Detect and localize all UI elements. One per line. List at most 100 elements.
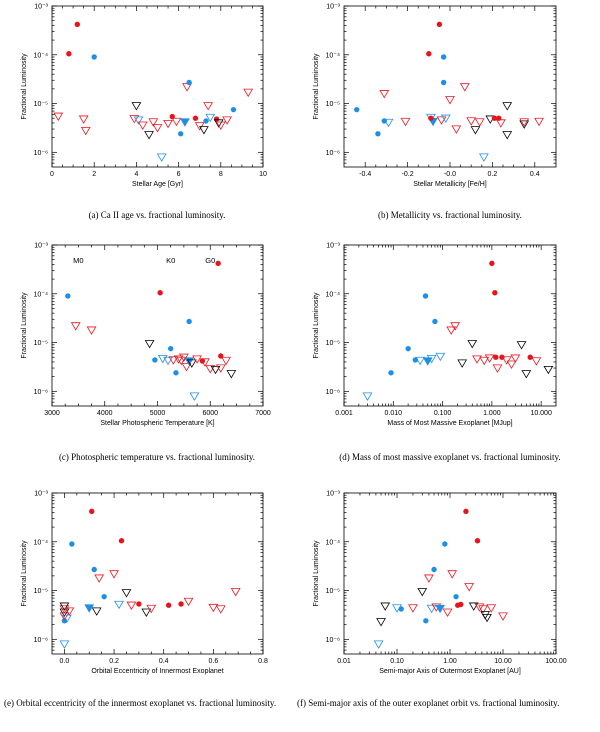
y-axis-label: Fractional Luminosity [21,292,28,359]
figure-caption: (e) Orbital eccentricity of the innermos… [4,698,276,708]
y-tick-label: 10⁻³ [326,491,340,498]
data-point-open-triangle [519,120,530,129]
data-point-open-triangle [144,131,154,140]
x-tick-label: 1.00 [443,658,457,665]
data-point-open-triangle [205,365,216,374]
data-point-open-triangle [163,119,173,129]
y-tick-label: 10⁻⁵ [34,101,48,108]
y-tick-label: 10⁻³ [326,4,340,11]
data-point-open-triangle [457,359,468,368]
figure-caption: (a) Ca II age vs. fractional luminosity. [89,210,226,220]
x-tick-label: 2 [92,171,96,178]
x-tick-label: 4 [134,171,138,178]
data-point-open-triangle [210,365,221,375]
plot-frame [51,5,264,168]
data-point-filled-circle [489,260,495,267]
data-point-open-triangle [203,102,214,111]
data-point-open-triangle [121,589,132,598]
data-point-filled-circle [167,345,174,352]
data-point-open-triangle [519,118,530,127]
data-point-open-triangle [501,356,512,365]
x-tick-label: 4000 [97,410,113,417]
data-point-filled-circle [66,51,72,57]
data-point-open-triangle [400,117,411,127]
data-point-filled-circle [89,508,95,515]
x-tick-label: -0.4 [359,171,371,178]
data-point-filled-circle [474,538,481,544]
x-tick-label: 0.010 [385,410,403,417]
data-point-filled-circle [422,293,429,299]
data-point-filled-circle [91,566,97,573]
data-point-open-triangle [70,322,81,331]
data-point-open-triangle [478,605,488,614]
data-point-open-triangle [376,618,386,627]
y-tick-label: 10⁻⁶ [326,389,340,396]
y-axis-label: Fractional Luminosity [21,540,28,607]
data-point-open-triangle [137,121,148,130]
data-point-open-triangle [445,96,455,105]
annotation-label: M0 [73,256,83,265]
data-point-open-triangle [408,604,418,613]
y-axis-label: Fractional Luminosity [21,53,28,120]
data-point-open-triangle [446,326,457,335]
data-point-open-triangle [109,570,119,579]
data-point-open-triangle [474,118,485,127]
data-point-filled-circle [527,354,533,360]
x-tick-label: 0 [50,171,54,178]
data-point-open-triangle [502,131,513,140]
data-point-open-triangle [181,363,192,372]
data-point-open-triangle [436,116,447,125]
x-tick-label: 100.00 [545,658,567,665]
y-tick-label: 10⁻⁴ [34,539,49,546]
data-point-open-triangle [464,583,475,592]
data-point-open-triangle [230,588,241,597]
data-point-open-triangle [171,117,182,127]
y-tick-label: 10⁻³ [34,243,48,250]
panel-a: 10⁻⁶ 10⁻⁵ 10⁻⁴ 10⁻³ 0 2 4 6 8 10 Stellar Age [Gyr]… [21,4,267,221]
plot-frame [343,244,557,407]
data-point-filled-circle [230,106,237,113]
data-point-open-triangle [243,88,254,98]
data-point-filled-triangle [180,118,190,127]
data-point-open-triangle [373,640,384,649]
panel-f: 10⁻⁶ 10⁻⁵ 10⁻⁴ 10⁻³ 0.01 0.10 1.00 10.00 100.00 S… [297,491,567,709]
data-point-open-triangle [470,126,481,135]
data-point-open-triangle [472,355,482,364]
data-point-filled-triangle [435,604,445,614]
x-tick-label: 10.000 [530,410,552,417]
figure-caption: (d) Mass of most massive exoplanet vs. f… [339,452,560,462]
data-point-open-triangle [516,341,527,350]
data-point-open-triangle [442,608,453,617]
data-point-open-triangle [152,124,163,133]
data-point-open-triangle [173,355,184,364]
y-axis-label: Fractional Luminosity [313,292,320,359]
data-point-open-triangle [534,117,544,127]
data-point-open-triangle [61,614,72,624]
y-axis-label: Fractional Luminosity [313,53,320,120]
data-point-open-triangle [451,125,462,134]
x-tick-label: 1.000 [483,410,501,417]
data-point-open-triangle [59,605,70,614]
x-tick-label: 0.2 [488,171,498,178]
data-point-filled-circle [69,541,75,547]
data-point-open-triangle [94,574,105,583]
data-point-filled-circle [426,51,432,57]
panel-b: 10⁻⁶ 10⁻⁵ 10⁻⁴ 10⁻³ -0.4 -0.2 -0.0 0.2 0.4 Stella… [313,4,557,220]
x-tick-label: 0.0 [60,658,70,665]
x-tick-label: 6 [177,171,181,178]
annotation-label: G0 [205,256,215,265]
y-tick-label: 10⁻⁵ [326,588,340,595]
data-point-open-triangle [222,116,233,125]
data-point-open-triangle [194,122,205,131]
y-tick-label: 10⁻³ [34,4,48,11]
data-point-open-triangle [466,117,477,126]
data-point-open-triangle [479,356,490,366]
data-point-open-triangle [59,602,70,611]
data-point-filled-circle [157,290,163,296]
y-tick-label: 10⁻⁵ [34,340,48,347]
data-point-open-triangle [80,126,91,136]
x-tick-label: 0.001 [335,410,353,417]
data-point-open-triangle [479,153,489,162]
data-point-filled-circle [428,115,434,121]
data-point-open-triangle [186,359,197,368]
